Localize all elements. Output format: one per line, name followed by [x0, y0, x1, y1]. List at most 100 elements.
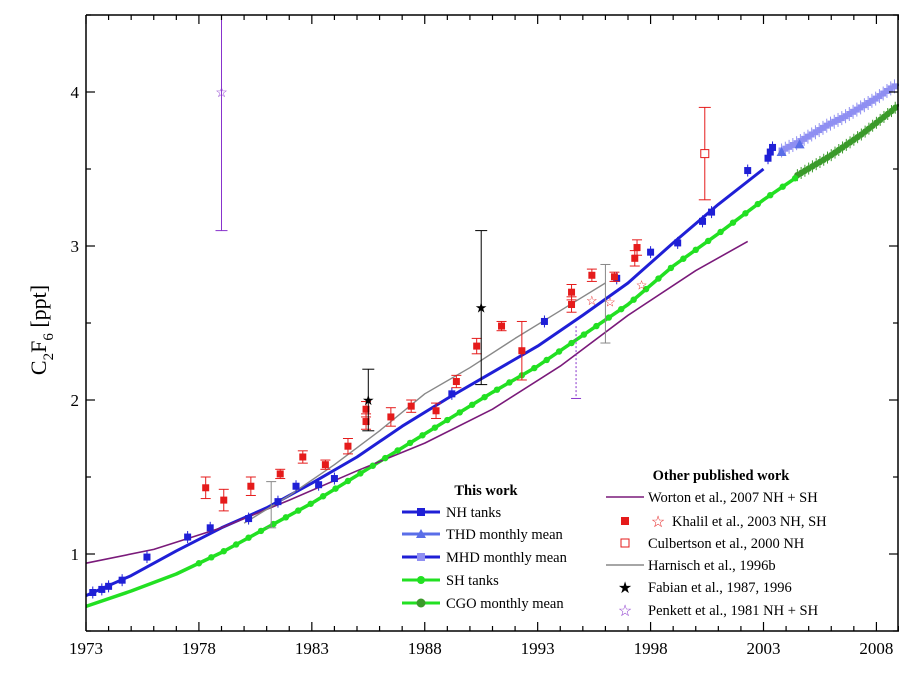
- sh-tank-marker: [531, 364, 538, 372]
- khalil-nh-point: [631, 254, 639, 262]
- sh-tank-marker: [332, 485, 339, 492]
- legend-fabian-star-icon: ★: [618, 580, 632, 597]
- thd-point: [776, 147, 787, 157]
- legend-mhd: MHD monthly mean: [402, 550, 568, 566]
- legend-culbertson: Culbertson et al., 2000 NH: [620, 536, 805, 552]
- khalil-sh-star-icon: ☆: [604, 294, 616, 309]
- sh-tank-marker: [493, 386, 501, 393]
- series-line-6: [85, 240, 749, 564]
- nh-tank-point: [98, 585, 106, 593]
- thd-point: [794, 139, 805, 149]
- sh-tank-marker: [245, 534, 252, 541]
- legend-label-thd: THD monthly mean: [446, 527, 564, 543]
- nh-tank-point: [292, 482, 300, 490]
- khalil-nh-point: [344, 442, 352, 450]
- legend-other-work-title: Other published work: [653, 468, 791, 484]
- khalil-nh-point: [588, 271, 596, 279]
- khalil-nh-point: [452, 378, 460, 386]
- y-axis-title-unit: [ppt]: [26, 285, 51, 333]
- nh-tank-point: [448, 390, 456, 398]
- khalil-nh-point: [362, 405, 370, 413]
- nh-tank-point: [315, 481, 323, 489]
- nh-tank-point: [105, 582, 113, 590]
- sh-tank-marker: [568, 339, 575, 347]
- khalil-nh-point: [568, 288, 576, 296]
- fabian-star-icon: ★: [362, 394, 375, 409]
- khalil-nh-point: [568, 301, 576, 309]
- sh-tank-marker: [754, 200, 762, 208]
- sh-tank-marker: [680, 255, 687, 262]
- penkett-star-icon: ☆: [215, 86, 228, 101]
- nh-tank-point: [674, 239, 682, 247]
- sh-tank-marker: [791, 175, 799, 182]
- khalil-nh-point: [362, 418, 370, 426]
- nh-tank-point: [245, 515, 253, 523]
- y-axis-title-mid: F: [26, 341, 51, 353]
- legend-nh-tanks: NH tanks: [402, 505, 502, 521]
- legend-label-harnisch: Harnisch et al., 1996b: [648, 558, 776, 574]
- legend-thd: THD monthly mean: [402, 527, 564, 543]
- nh-tank-point: [143, 553, 151, 561]
- x-tick-label: 1983: [295, 639, 329, 658]
- khalil-sh-star-icon: ☆: [636, 278, 648, 293]
- sh-tank-marker: [618, 305, 625, 313]
- sh-tank-marker: [270, 520, 277, 528]
- legend-penkett: ☆ Penkett et al., 1981 NH + SH: [618, 603, 819, 620]
- legend-label-worton: Worton et al., 2007 NH + SH: [648, 490, 818, 506]
- sh-tank-marker: [704, 237, 712, 245]
- y-axis-title-sub2: 6: [41, 333, 57, 341]
- series-line-0: [85, 167, 765, 597]
- khalil-nh-point: [220, 496, 228, 504]
- khalil-nh-point: [276, 470, 284, 478]
- sh-tank-marker: [717, 228, 724, 236]
- nh-tank-point: [766, 148, 774, 156]
- legend-penkett-star-icon: ☆: [618, 603, 632, 620]
- nh-tank-point: [764, 154, 772, 162]
- khalil-nh-point: [321, 461, 329, 469]
- legend-label-khalil: Khalil et al., 2003 NH, SH: [672, 514, 827, 530]
- x-tick-label: 1973: [69, 639, 103, 658]
- series-layer: [85, 79, 899, 609]
- x-tick-label: 1993: [521, 639, 555, 658]
- sh-tank-marker: [456, 409, 463, 416]
- y-axis-title: C2F6 [ppt]: [26, 285, 57, 375]
- legend-khalil: ☆ Khalil et al., 2003 NH, SH: [621, 514, 827, 531]
- sh-tank-marker: [357, 470, 364, 477]
- sh-tank-marker: [555, 348, 563, 355]
- nh-tank-point: [206, 524, 214, 532]
- khalil-nh-point: [299, 453, 307, 461]
- sh-tank-marker: [382, 454, 389, 462]
- sh-tank-marker: [605, 314, 613, 321]
- legend-worton: Worton et al., 2007 NH + SH: [606, 490, 818, 506]
- legend-fabian: ★ Fabian et al., 1987, 1996: [618, 580, 792, 597]
- nh-tank-point: [274, 498, 282, 506]
- sh-tank-marker: [295, 507, 302, 514]
- nh-tank-point: [89, 589, 97, 596]
- khalil-nh-point: [498, 322, 506, 330]
- legend-this-work: This work NH tanks THD monthly mean MHD …: [402, 483, 568, 612]
- sh-tank-marker: [394, 447, 401, 454]
- khalil-nh-point: [432, 407, 440, 415]
- sh-tank-marker: [506, 379, 513, 386]
- sh-tank-marker: [307, 500, 314, 507]
- khalil-sh-star-icon: ☆: [586, 293, 598, 308]
- nh-tank-point: [708, 208, 716, 216]
- sh-tank-marker: [344, 477, 352, 485]
- sh-tank-marker: [419, 432, 426, 439]
- sh-tank-marker: [580, 331, 588, 338]
- khalil-nh-point: [610, 273, 618, 281]
- khalil-nh-point: [633, 244, 641, 252]
- legend-cgo: CGO monthly mean: [402, 596, 564, 612]
- legend-label-nh-tanks: NH tanks: [446, 505, 502, 521]
- sh-tank-marker: [692, 246, 699, 254]
- legend-harnisch: Harnisch et al., 1996b: [606, 558, 776, 574]
- y-tick-label: 3: [71, 237, 80, 256]
- y-tick-label: 2: [71, 391, 80, 410]
- legend-other-work: Other published work Worton et al., 2007…: [606, 468, 827, 620]
- nh-tank-point: [647, 248, 655, 256]
- khalil-nh-point: [473, 342, 481, 350]
- sh-tank-marker: [232, 541, 240, 548]
- sh-tank-marker: [369, 462, 377, 469]
- x-tick-label: 1978: [182, 639, 216, 658]
